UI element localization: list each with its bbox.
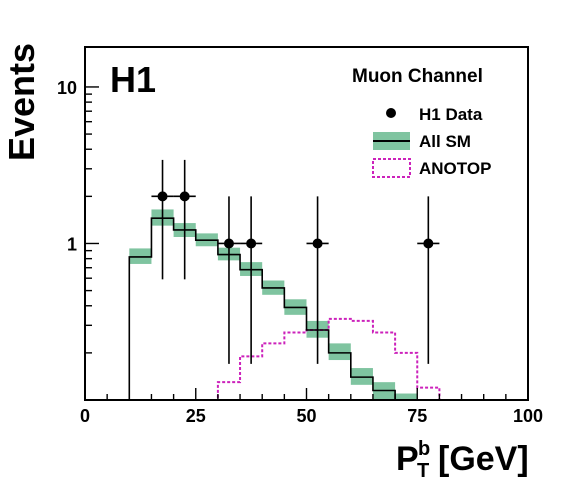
y-tick-label: 10 [57,78,77,98]
x-tick-label: 50 [296,406,316,426]
data-point [312,238,323,249]
x-axis-label-main: P [396,440,419,477]
legend-signal-label: ANOTOP [419,159,491,178]
legend-data-marker [386,108,396,118]
legend-signal-swatch [372,158,411,178]
x-axis-label: P b T [GeV] [396,438,529,477]
x-tick-label: 25 [186,406,206,426]
data-point [246,238,257,249]
data-point [223,238,234,249]
data-point [179,191,190,202]
axis-layer: 0 25 50 75 100 1 10 [57,78,543,426]
x-tick-label: 100 [513,406,543,426]
channel-label: Muon Channel [352,66,483,87]
signal-histogram [85,317,528,400]
x-axis-label-sup: b [418,438,430,460]
x-tick-label: 75 [407,406,427,426]
sm-uncertainty-band [328,343,351,361]
legend-data-label: H1 Data [419,105,483,124]
y-tick-label: 1 [67,234,77,254]
data-point [157,191,168,202]
x-axis-label-unit: [GeV] [438,440,529,477]
sm-histogram [85,217,528,400]
x-axis-label-sub: T [417,460,429,477]
plot-content [85,159,528,400]
legend: H1 Data All SM ANOTOP [372,105,491,178]
y-axis-label: Events [1,43,42,161]
data-point [423,238,434,249]
x-tick-label: 0 [80,406,90,426]
plot-layer [85,159,528,400]
legend-sm-label: All SM [419,132,471,151]
experiment-label: H1 [110,59,156,100]
sm-uncertainty-band [395,393,418,400]
